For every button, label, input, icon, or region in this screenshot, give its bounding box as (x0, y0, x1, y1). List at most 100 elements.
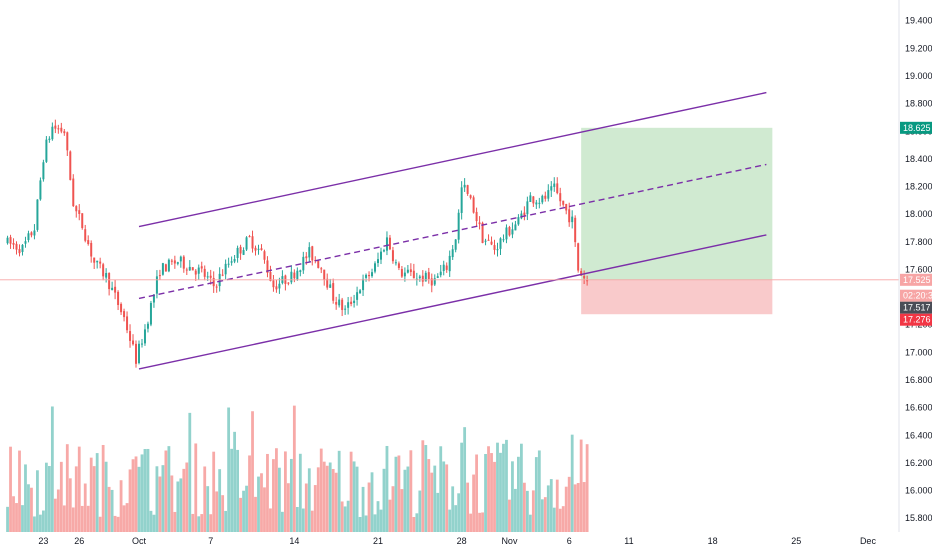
candle-body (170, 260, 173, 262)
volume-bar (176, 481, 180, 532)
candle-body (466, 185, 469, 194)
trend-channel[interactable] (138, 91, 767, 370)
volume-bar (56, 489, 60, 532)
candle-body (397, 263, 400, 268)
candle-body (36, 199, 39, 230)
candle-body (454, 239, 457, 250)
volume-bar (567, 476, 571, 532)
volume-bar (42, 510, 45, 532)
volume-bar (397, 455, 401, 532)
volume-bar (295, 507, 299, 532)
volume-bar (334, 472, 338, 532)
candle-body (365, 274, 368, 278)
price-badge-text: 17.276 (903, 315, 931, 325)
volume-bar (325, 465, 329, 532)
volume-bar (385, 445, 389, 532)
candle-body (191, 267, 194, 271)
volume-bar (173, 511, 177, 532)
candle-body (140, 343, 143, 345)
time-tick-label: 21 (373, 536, 383, 546)
candle-body (502, 239, 505, 241)
volume-bar (140, 454, 144, 532)
time-tick-label: 25 (791, 536, 801, 546)
volume-bar (260, 473, 263, 532)
candle-body (227, 263, 230, 265)
volume-bar (520, 443, 523, 532)
volume-bar (251, 411, 254, 532)
volume-bar (209, 514, 213, 532)
volume-bar (427, 459, 431, 532)
time-tick-label: 28 (457, 536, 467, 546)
candle-body (377, 259, 379, 263)
price-tick-label: 16.800 (905, 375, 932, 385)
candle-body (54, 125, 57, 129)
candle-body (565, 204, 568, 211)
volume-bar (460, 442, 464, 532)
volume-bar (463, 427, 467, 532)
candle-body (233, 259, 236, 262)
volume-bar (514, 488, 517, 532)
volume-bar (272, 459, 275, 532)
price-tick-label: 18.000 (905, 209, 932, 219)
volume-bar (418, 490, 422, 532)
candle-body (400, 269, 403, 277)
volume-bar (161, 465, 165, 532)
candle-body (266, 260, 269, 273)
volume-bar (74, 466, 78, 532)
volume-bar (361, 486, 365, 532)
candle-body (496, 249, 499, 251)
volume-bar (391, 486, 395, 532)
volume-bar (263, 487, 266, 532)
volume-bar (487, 446, 490, 532)
price-badge-text: 17.517 (903, 303, 931, 313)
price-tick-label: 15.800 (905, 513, 932, 523)
candle-body (272, 280, 275, 288)
volume-bar (358, 516, 362, 532)
volume-bar (164, 450, 168, 532)
candle-body (388, 237, 391, 250)
volume-bar (522, 482, 526, 532)
candle-body (451, 249, 454, 258)
candle-body (45, 139, 48, 162)
candle-body (78, 210, 81, 214)
volume-bar (39, 514, 42, 532)
volume-bar (343, 506, 347, 532)
volume-bar (322, 461, 326, 532)
time-tick-label: Dec (860, 536, 877, 546)
candle-body (368, 274, 371, 277)
candle-body (559, 193, 562, 202)
volume-bar (409, 450, 413, 532)
volume-bar (439, 446, 443, 532)
candle-body (152, 294, 155, 303)
volume-bar (230, 448, 234, 532)
candle-body (577, 243, 580, 271)
candle-body (538, 202, 541, 204)
volume-bar (340, 501, 344, 532)
volume-bar (98, 516, 102, 532)
candle-body (356, 292, 359, 300)
candle-body (123, 311, 126, 318)
volume-bar (47, 466, 51, 532)
price-tick-label: 19.200 (905, 43, 932, 53)
candle-body (161, 263, 164, 275)
candle-body (15, 243, 18, 250)
price-tick-label: 17.600 (905, 264, 932, 274)
time-axis[interactable]: 23 26 Oct 7 14 21 28 Nov 6 11 18 25 Dec (38, 536, 876, 546)
candle-body (586, 279, 589, 282)
price-tick-label: 17.800 (905, 237, 932, 247)
volume-bar (525, 490, 529, 532)
volume-bar (364, 515, 368, 532)
candle-body (117, 291, 120, 305)
volume-bar (80, 505, 84, 532)
candle-body (436, 276, 439, 278)
candle-body (48, 138, 51, 140)
volume-bar (59, 461, 63, 532)
volume-bar (442, 461, 446, 532)
volume-bar (113, 515, 117, 532)
position-tool[interactable] (581, 127, 773, 315)
volume-bar (245, 485, 248, 532)
candle-body (374, 263, 377, 272)
volume-bar (484, 454, 487, 532)
volume-bar (128, 469, 132, 532)
